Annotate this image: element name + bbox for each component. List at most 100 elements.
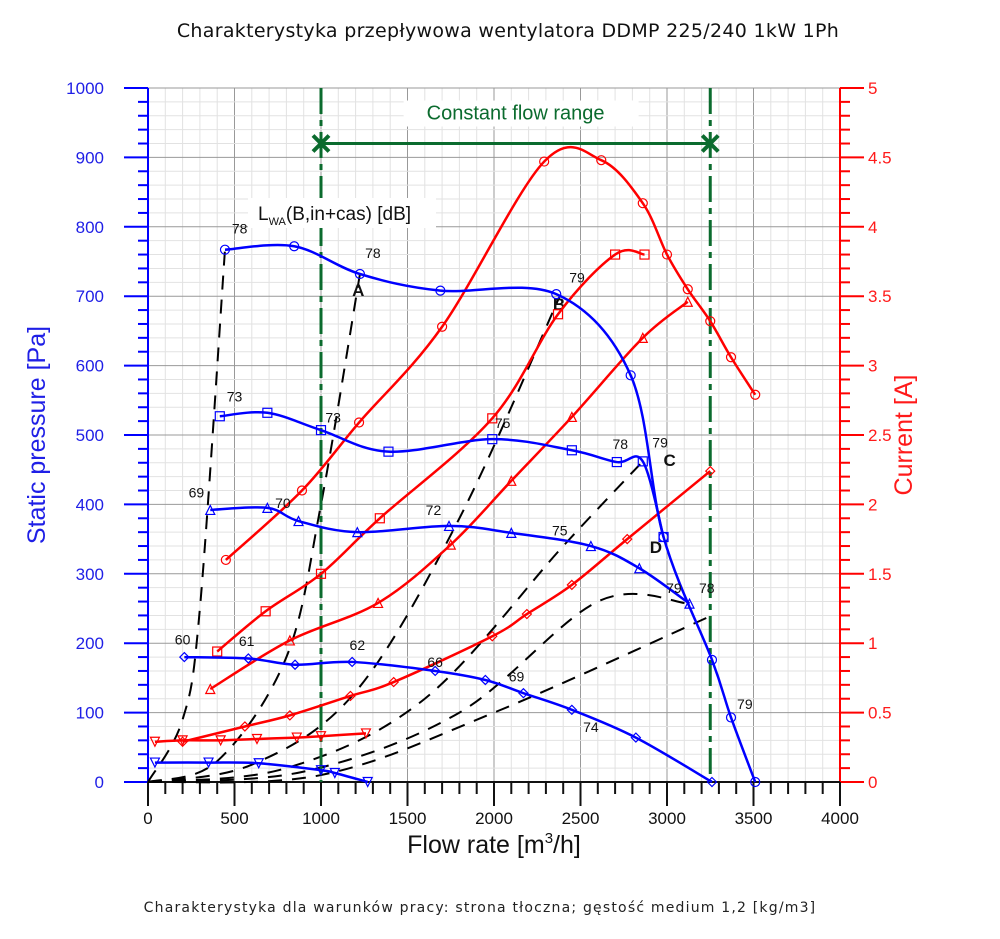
- marker-square: [611, 456, 622, 468]
- marker-diamond: [242, 653, 254, 664]
- noise-label-bg: [248, 198, 436, 228]
- y-tick-label: 0: [95, 773, 104, 792]
- marker-square: [487, 413, 498, 424]
- marker-square: [637, 456, 648, 467]
- marker-triangle: [261, 502, 273, 513]
- x-tick-label: 1500: [389, 809, 427, 828]
- y-axis-pressure: 0 100 200 300 400 500 600 700 800 900 1000: [66, 79, 149, 792]
- pressure-3: [204, 502, 695, 609]
- marker-circle: [596, 155, 607, 166]
- constant-flow-label: Constant flow range: [427, 103, 605, 125]
- y2-tick-label: 4.5: [868, 148, 892, 167]
- pressure-5: [149, 757, 374, 788]
- pressure-2-line: [219, 411, 665, 538]
- system-curve-letter: A: [352, 281, 364, 300]
- marker-square: [552, 309, 564, 320]
- pressure-4-line: [184, 655, 713, 784]
- system-curve-system-6: [147, 614, 713, 784]
- marker-circle: [705, 316, 716, 327]
- marker-square: [639, 249, 650, 260]
- marker-square: [214, 411, 225, 422]
- db-label: 78: [365, 245, 381, 261]
- marker-triangle: [566, 411, 578, 423]
- marker-diamond: [429, 665, 441, 677]
- current-series: [149, 146, 761, 748]
- marker-circle: [289, 241, 300, 252]
- marker-circle: [750, 389, 761, 400]
- current-5: [149, 728, 372, 748]
- y2-tick-label: 2: [868, 495, 877, 514]
- x-axis-title-sup: 3: [545, 830, 553, 847]
- pressure-4: [178, 651, 718, 788]
- marker-square: [315, 425, 327, 436]
- marker-down-triangle: [177, 735, 189, 747]
- x-tick-label: 2500: [562, 809, 600, 828]
- db-label: 69: [189, 484, 205, 500]
- db-label: 79: [652, 434, 668, 450]
- marker-square: [315, 568, 327, 579]
- y-tick-label: 800: [76, 218, 104, 237]
- marker-circle: [539, 156, 550, 167]
- y-axis-title: Static pressure [Pa]: [23, 326, 51, 544]
- db-label: 79: [737, 696, 753, 712]
- marker-down-triangle: [315, 765, 327, 777]
- marker-diamond: [178, 651, 190, 663]
- constant-flow-cross: [700, 134, 720, 153]
- marker-diamond: [480, 674, 491, 686]
- current-2-line: [216, 248, 645, 653]
- chart-footer: Charakterystyka dla warunków pracy: stro…: [143, 900, 817, 916]
- current-5-line: [154, 732, 367, 743]
- y2-tick-label: 0.5: [868, 704, 892, 723]
- marker-triangle: [633, 562, 645, 574]
- x-tick-label: 1000: [302, 809, 340, 828]
- marker-square: [260, 606, 271, 617]
- y-tick-label: 700: [76, 287, 104, 306]
- marker-triangle: [204, 504, 216, 516]
- x-tick-label: 0: [143, 809, 152, 828]
- y-tick-label: 400: [76, 495, 104, 514]
- marker-square: [609, 249, 621, 260]
- current-1: [220, 146, 761, 566]
- x-tick-label: 2000: [475, 809, 513, 828]
- marker-triangle: [293, 515, 304, 527]
- marker-circle: [220, 554, 231, 566]
- marker-circle: [219, 244, 231, 255]
- marker-down-triangle: [203, 757, 215, 769]
- system-curve-C: [147, 460, 644, 783]
- marker-diamond: [706, 776, 718, 788]
- marker-triangle: [682, 295, 694, 307]
- system-curve-letter: C: [664, 451, 676, 470]
- current-1-line: [225, 146, 757, 561]
- marker-diamond: [486, 630, 498, 642]
- marker-diamond: [518, 687, 529, 699]
- marker-circle: [661, 249, 673, 260]
- marker-diamond: [346, 656, 358, 668]
- marker-diamond: [284, 710, 296, 721]
- marker-triangle: [585, 540, 597, 552]
- marker-circle: [725, 352, 737, 363]
- marker-circle: [296, 485, 308, 496]
- db-label: 74: [583, 719, 599, 735]
- marker-circle: [637, 198, 648, 209]
- system-curve-D: [147, 593, 690, 783]
- y-tick-label: 900: [76, 148, 104, 167]
- db-label: 61: [239, 633, 255, 649]
- noise-label-rest: (B,in+cas) [dB]: [286, 204, 411, 225]
- marker-square: [374, 513, 385, 524]
- marker-triangle: [505, 527, 517, 538]
- marker-diamond: [566, 704, 578, 716]
- constant-flow-cross: [311, 134, 331, 153]
- marker-down-triangle: [362, 776, 374, 788]
- marker-circle: [706, 654, 718, 665]
- marker-square: [262, 407, 273, 418]
- marker-triangle: [445, 538, 457, 550]
- y-tick-label: 1000: [66, 79, 104, 98]
- system-curve-system-1: [147, 249, 226, 783]
- marker-diamond: [566, 579, 578, 591]
- system-curve-letter: D: [650, 538, 662, 557]
- marker-circle: [353, 417, 365, 428]
- marker-circle: [354, 268, 366, 280]
- marker-triangle: [372, 597, 384, 609]
- y2-tick-label: 1: [868, 634, 877, 653]
